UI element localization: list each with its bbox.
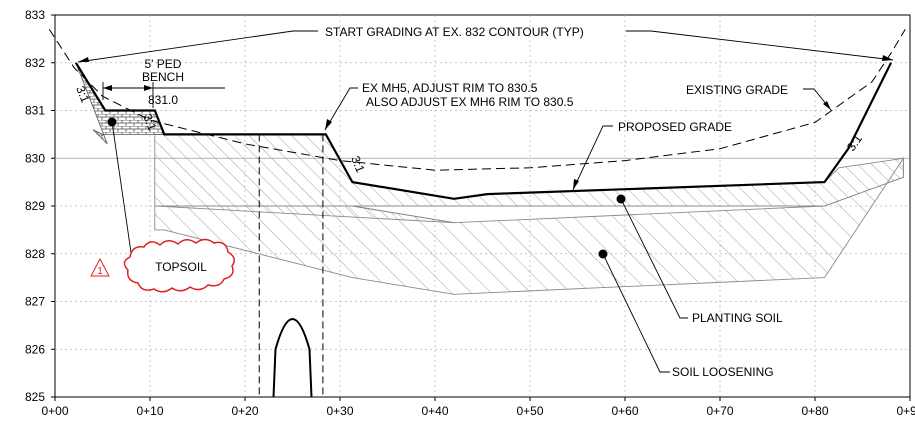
x-tick-label: 0+00 (41, 404, 68, 418)
axis-ticks: 0+00 0+10 0+20 0+30 0+40 0+50 0+60 0+70 0+80 0+90… (25, 8, 915, 418)
mh-note-line2: ALSO ADJUST EX MH6 RIM TO 830.5 (366, 95, 574, 109)
proposed-grade-leader (572, 125, 613, 191)
revision-cloud (123, 238, 235, 293)
y-tick-label: 830 (25, 151, 45, 165)
existing-grade-arrow (823, 101, 831, 110)
x-tick-label: 0+80 (801, 404, 828, 418)
existing-grade-leader (803, 88, 832, 111)
y-tick-label: 833 (25, 8, 45, 22)
ped-bench-label-line1: 5' PED (145, 57, 182, 71)
manhole-structure (272, 318, 313, 398)
mh-note-line1: EX MH5, ADJUST RIM TO 830.5 (362, 81, 538, 95)
slope-label-bench: 3:1 (140, 112, 159, 133)
ped-bench-arrow-right (144, 85, 153, 91)
planting-soil-label: PLANTING SOIL (692, 311, 783, 325)
y-tick-label: 828 (25, 247, 45, 261)
topsoil-leader (111, 121, 134, 267)
bench-elevation-label: 831.0 (148, 93, 178, 107)
grade-lines (48, 29, 906, 200)
revision-triangle-icon (90, 257, 110, 277)
mh-note-arrow (325, 119, 332, 130)
proposed-grade-line (74, 62, 892, 200)
proposed-grade-arrow (573, 179, 579, 190)
y-tick-label: 831 (25, 104, 45, 118)
start-grading-leader-left (77, 30, 318, 63)
slope-label-mid: 3:1 (348, 154, 367, 175)
x-tick-label: 0+10 (136, 404, 163, 418)
x-tick-label: 0+90 (896, 404, 915, 418)
start-grading-arrow-right (882, 55, 893, 61)
existing-grade-line (48, 29, 906, 171)
mh-note-leader (324, 87, 358, 131)
x-tick-label: 0+40 (421, 404, 448, 418)
ped-bench-label-line2: BENCH (142, 70, 184, 84)
revision-number: 1 (97, 266, 103, 277)
y-tick-label: 832 (25, 56, 45, 70)
start-grading-note: START GRADING AT EX. 832 CONTOUR (TYP) (325, 25, 584, 39)
existing-grade-label: EXISTING GRADE (686, 83, 788, 97)
x-tick-label: 0+30 (326, 404, 353, 418)
proposed-grade-label: PROPOSED GRADE (618, 120, 732, 134)
x-tick-label: 0+60 (611, 404, 638, 418)
y-tick-label: 829 (25, 199, 45, 213)
soil-loosening-label: SOIL LOOSENING (672, 365, 774, 379)
slope-label-left: 3:1 (73, 84, 92, 105)
start-grading-arrow-left (78, 57, 89, 62)
y-tick-label: 827 (25, 295, 45, 309)
x-tick-label: 0+20 (231, 404, 258, 418)
x-tick-label: 0+70 (706, 404, 733, 418)
start-grading-leader-right (626, 30, 894, 61)
soil-layers (75, 62, 904, 398)
x-tick-label: 0+50 (516, 404, 543, 418)
ped-bench-arrow-left (103, 85, 112, 91)
planting-soil-leader (620, 198, 688, 319)
topsoil-label: TOPSOIL (155, 260, 207, 274)
y-tick-label: 826 (25, 342, 45, 356)
soil-loosening-leader (602, 253, 670, 373)
y-tick-label: 825 (25, 390, 45, 404)
